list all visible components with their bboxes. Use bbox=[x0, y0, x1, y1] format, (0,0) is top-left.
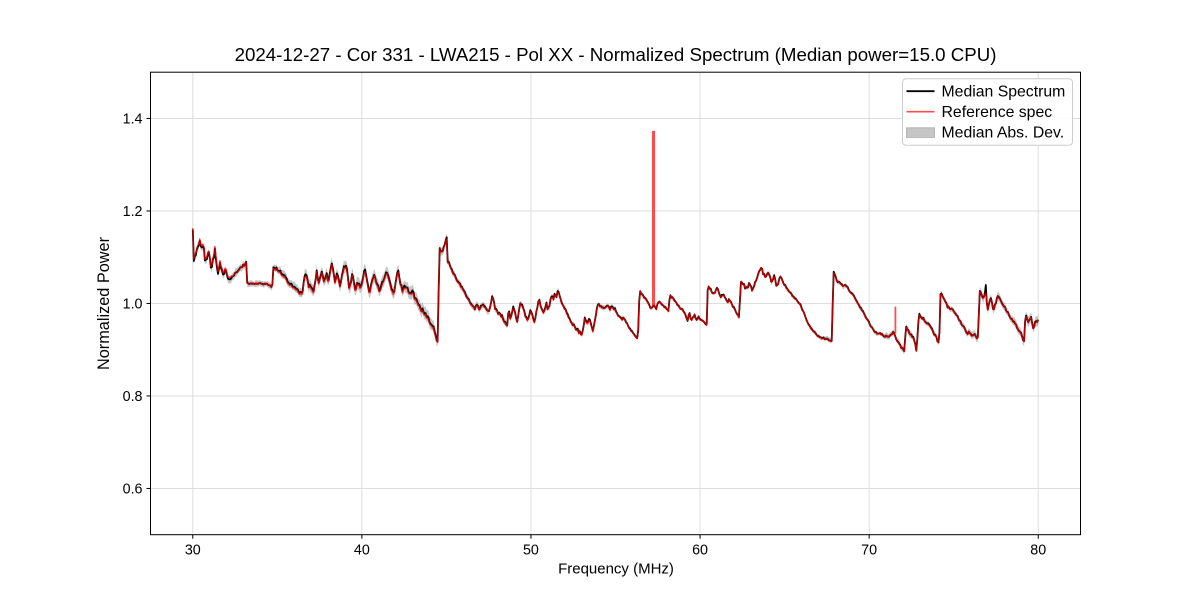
svg-text:60: 60 bbox=[692, 543, 708, 559]
svg-text:0.6: 0.6 bbox=[123, 481, 143, 497]
svg-text:50: 50 bbox=[523, 543, 539, 559]
svg-text:Median Spectrum: Median Spectrum bbox=[942, 84, 1066, 101]
svg-text:Median Abs. Dev.: Median Abs. Dev. bbox=[942, 125, 1065, 142]
svg-text:70: 70 bbox=[861, 543, 877, 559]
svg-text:40: 40 bbox=[354, 543, 370, 559]
svg-text:1.0: 1.0 bbox=[123, 296, 143, 312]
svg-text:30: 30 bbox=[185, 543, 201, 559]
svg-text:80: 80 bbox=[1030, 543, 1046, 559]
svg-text:Frequency (MHz): Frequency (MHz) bbox=[558, 561, 674, 578]
svg-text:2024-12-27 - Cor 331 - LWA215: 2024-12-27 - Cor 331 - LWA215 - Pol XX -… bbox=[235, 44, 997, 65]
svg-text:Normalized Power: Normalized Power bbox=[95, 236, 113, 370]
svg-text:Reference spec: Reference spec bbox=[942, 104, 1053, 121]
svg-text:1.4: 1.4 bbox=[123, 111, 143, 127]
svg-text:1.2: 1.2 bbox=[123, 204, 143, 220]
svg-text:0.8: 0.8 bbox=[123, 389, 143, 405]
